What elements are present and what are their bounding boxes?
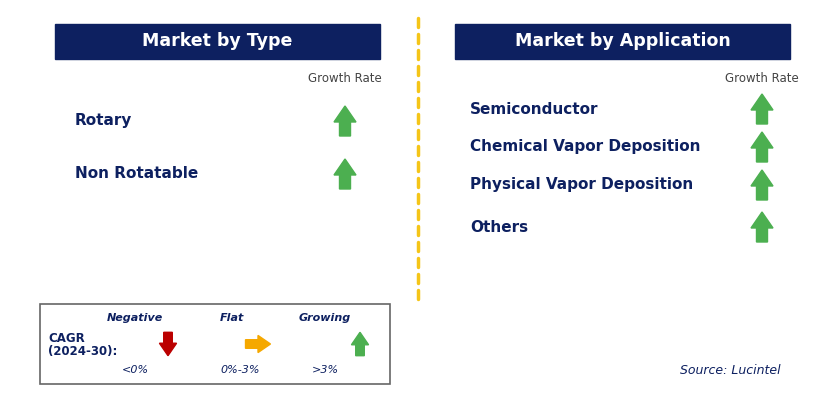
Text: >3%: >3% xyxy=(311,365,338,375)
Polygon shape xyxy=(246,336,270,353)
Text: Negative: Negative xyxy=(106,313,163,323)
Text: <0%: <0% xyxy=(121,365,148,375)
Text: Semiconductor: Semiconductor xyxy=(470,101,599,117)
Text: Chemical Vapor Deposition: Chemical Vapor Deposition xyxy=(470,140,700,154)
Text: Rotary: Rotary xyxy=(75,113,133,128)
Bar xyxy=(55,24,380,59)
Text: Growing: Growing xyxy=(299,313,351,323)
FancyBboxPatch shape xyxy=(40,304,390,384)
Text: Growth Rate: Growth Rate xyxy=(725,73,799,85)
Text: CAGR: CAGR xyxy=(48,332,84,344)
Text: Market by Type: Market by Type xyxy=(143,32,292,51)
Text: Source: Lucintel: Source: Lucintel xyxy=(680,365,781,377)
Text: Flat: Flat xyxy=(219,313,244,323)
Bar xyxy=(455,24,790,59)
Polygon shape xyxy=(751,170,773,200)
Polygon shape xyxy=(751,132,773,162)
Polygon shape xyxy=(334,106,356,136)
Text: (2024-30):: (2024-30): xyxy=(48,346,117,358)
Text: 0%-3%: 0%-3% xyxy=(220,365,260,375)
Text: Physical Vapor Deposition: Physical Vapor Deposition xyxy=(470,178,693,192)
Polygon shape xyxy=(751,94,773,124)
Polygon shape xyxy=(334,159,356,189)
Text: Non Rotatable: Non Rotatable xyxy=(75,166,198,182)
Text: Growth Rate: Growth Rate xyxy=(308,73,382,85)
Polygon shape xyxy=(351,332,369,356)
Polygon shape xyxy=(160,332,177,356)
Text: Others: Others xyxy=(470,219,528,235)
Text: Market by Application: Market by Application xyxy=(514,32,731,51)
Polygon shape xyxy=(751,212,773,242)
